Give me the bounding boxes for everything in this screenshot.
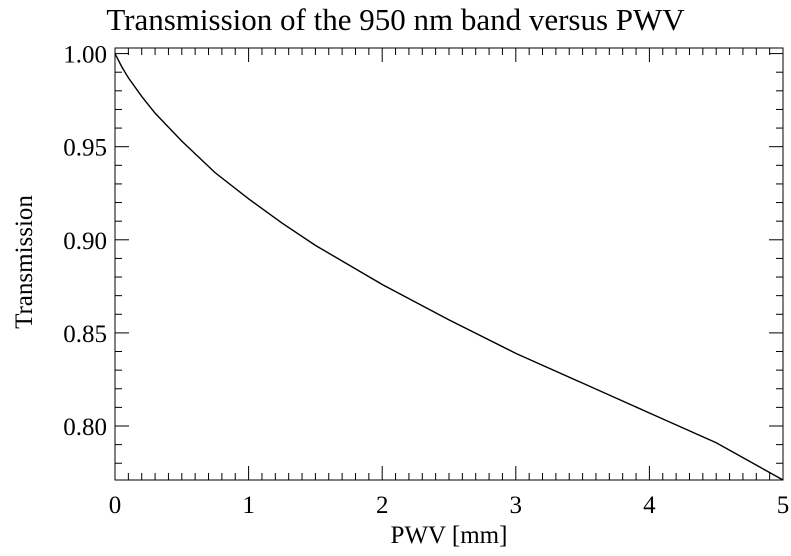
x-axis-label: PWV [mm] [390, 522, 508, 549]
y-axis-label: Transmission [11, 195, 38, 329]
series-line [114, 53, 784, 481]
y-tick-label: 0.90 [63, 228, 107, 255]
chart-title: Transmission of the 950 nm band versus P… [106, 2, 685, 37]
x-tick-label: 4 [643, 492, 656, 519]
ticks-layer [114, 48, 784, 480]
x-tick-label: 5 [777, 492, 790, 519]
tick-labels-layer: 0 1 2 3 4 5 1.00 0.95 0.90 0.85 0.80 [63, 42, 789, 519]
x-tick-label: 2 [376, 492, 389, 519]
x-tick-label: 3 [510, 492, 523, 519]
y-tick-label: 0.80 [63, 414, 107, 441]
y-tick-label: 0.95 [63, 135, 107, 162]
plot-frame [114, 47, 784, 481]
y-tick-label: 0.85 [63, 321, 107, 348]
x-tick-label: 0 [109, 492, 122, 519]
x-tick-label: 1 [242, 492, 255, 519]
y-tick-label: 1.00 [63, 42, 107, 69]
